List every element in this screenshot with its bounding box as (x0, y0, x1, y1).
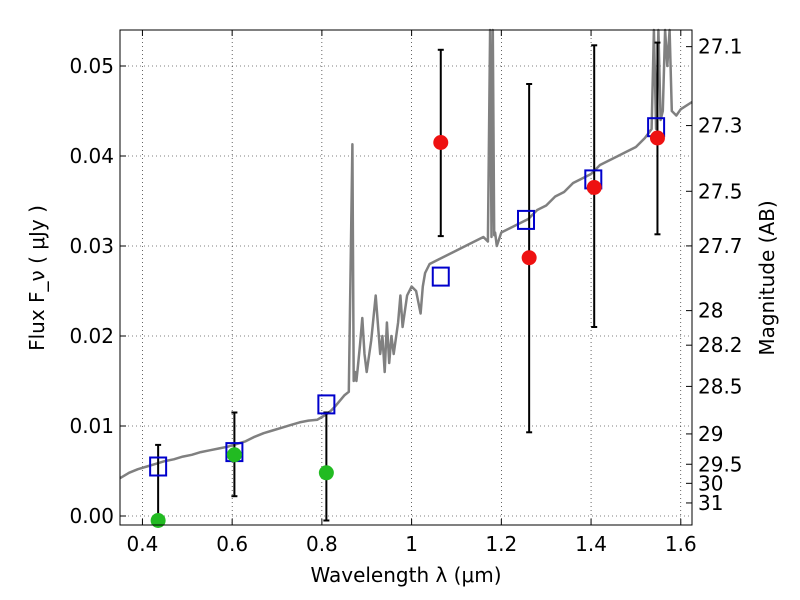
detection-point (586, 180, 602, 195)
y-axis-title: Flux F_ν ( μJy ) (25, 205, 49, 351)
right-tick-label: 28.2 (698, 333, 743, 357)
detection-point (433, 135, 449, 150)
right-tick-label: 28 (698, 299, 723, 323)
right-tick-label: 29.5 (698, 452, 743, 476)
right-tick-label: 31 (698, 491, 723, 515)
x-tick-label: 0.4 (127, 532, 159, 556)
right-tick-label: 29 (698, 422, 723, 446)
right-tick-label: 30 (698, 471, 723, 495)
markers (149, 117, 666, 528)
series-layer (119, 28, 693, 480)
right-tick-label: 27.1 (698, 35, 743, 59)
y-tick-label: 0.04 (69, 144, 114, 168)
x-tick-label: 1.2 (485, 532, 517, 556)
y-tick-label: 0.01 (69, 414, 114, 438)
right-tick-label: 27.7 (698, 234, 743, 258)
x-tick-label: 1.4 (575, 532, 607, 556)
upper-limit-point (318, 465, 334, 481)
x-tick-label: 1 (405, 532, 418, 556)
x-tick-label: 0.8 (306, 532, 338, 556)
model-photometry-square (149, 456, 168, 477)
plot-frame (119, 29, 693, 526)
x-tick-label: 0.6 (216, 532, 248, 556)
right-tick-label: 28.5 (698, 374, 743, 398)
y-tick-label: 0.00 (69, 504, 114, 528)
y-tick-label: 0.05 (69, 54, 114, 78)
y-tick-label: 0.03 (69, 234, 114, 258)
upper-limit-point (150, 513, 166, 528)
model-photometry-square (517, 209, 536, 230)
detection-point (521, 250, 537, 266)
sed-model-line (119, 28, 693, 480)
upper-limit-point (226, 447, 242, 463)
right-tick-label: 27.5 (698, 179, 743, 203)
x-tick-label: 1.6 (665, 532, 697, 556)
x-axis-title: Wavelength λ (μm) (310, 563, 501, 587)
right-tick-label: 27.3 (698, 114, 743, 138)
y-tick-label: 0.02 (69, 324, 114, 348)
ticks: 0.4 0.6 0.8 1 1.2 1.4 1.6 0.00 0.01 0.02 0.03 0.04 0… (69, 30, 743, 556)
model-photometry-square (317, 394, 336, 415)
right-axis-title: Magnitude (AB) (755, 200, 779, 355)
model-photometry-square (431, 266, 450, 287)
detection-point (649, 130, 665, 146)
